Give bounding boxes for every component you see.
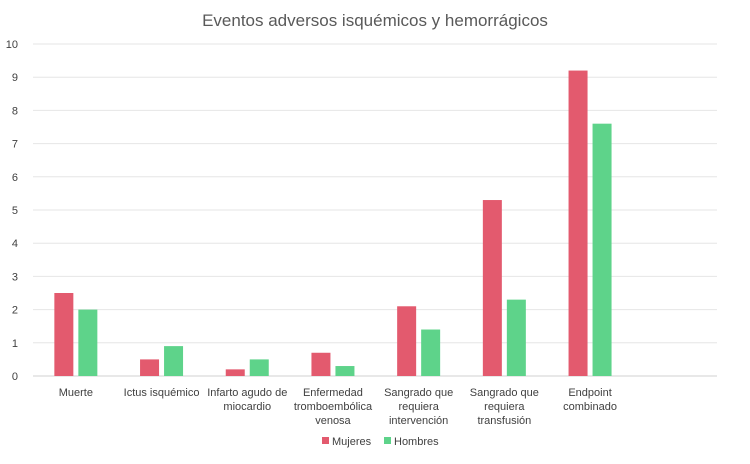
y-tick-label: 2 [12,305,18,317]
x-category-label: Infarto agudo de miocardio [207,387,287,413]
legend-label-mujeres: Mujeres [332,436,372,448]
y-tick-label: 6 [12,172,18,184]
x-category-label: Sangrado que requiera transfusión [470,387,539,427]
chart-title: Eventos adversos isquémicos y hemorrágic… [202,11,548,30]
x-category-label: Endpoint combinado [563,387,617,413]
y-tick-label: 5 [12,205,18,217]
x-category-label: Enfermedad tromboembólica venosa [294,387,373,427]
bar-hombres [335,366,355,376]
bar-mujeres [54,293,74,376]
bar-hombres [78,309,98,376]
y-tick-label: 1 [12,338,18,350]
y-tick-label: 0 [12,371,18,383]
y-tick-label: 4 [12,238,18,250]
bar-mujeres [397,306,417,376]
x-category-label: Ictus isquémico [124,387,200,399]
x-category-label: Muerte [59,387,93,399]
gridlines [33,43,717,377]
legend-label-hombres: Hombres [394,436,439,448]
bar-mujeres [311,352,331,376]
y-tick-label: 10 [6,39,18,51]
y-tick-label: 3 [12,271,18,283]
bar-mujeres [568,70,588,376]
bar-mujeres [482,200,502,376]
x-category-label: Sangrado que requiera intervención [384,387,453,427]
bar-hombres [592,123,612,377]
legend-swatch-mujeres [322,437,329,444]
bar-hombres [164,346,184,376]
y-tick-label: 7 [12,139,18,151]
bar-hombres [249,359,269,376]
bar-hombres [421,329,441,376]
bars [54,70,612,377]
y-tick-label: 8 [12,105,18,117]
bar-mujeres [225,369,245,376]
legend-swatch-hombres [384,437,391,444]
x-axis-category-labels: Muerte Ictus isquémico Infarto agudo de mio… [59,387,617,427]
y-tick-label: 9 [12,72,18,84]
bar-mujeres [140,359,160,376]
y-axis-tick-labels: 0 1 2 3 4 5 6 7 8 9 10 [6,39,18,383]
bar-hombres [506,299,526,376]
legend: Mujeres Hombres [322,436,439,448]
